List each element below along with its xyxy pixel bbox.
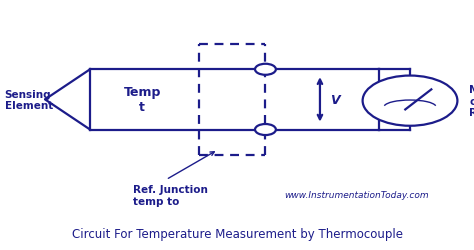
Text: Ref. Junction
temp to: Ref. Junction temp to bbox=[133, 184, 208, 206]
Circle shape bbox=[255, 124, 276, 136]
Circle shape bbox=[255, 64, 276, 76]
Text: Circuit For Temperature Measurement by Thermocouple: Circuit For Temperature Measurement by T… bbox=[72, 227, 402, 240]
Text: Sensing
Element: Sensing Element bbox=[5, 89, 53, 111]
Text: www.InstrumentationToday.com: www.InstrumentationToday.com bbox=[284, 190, 429, 200]
Text: V: V bbox=[330, 94, 340, 106]
Text: Temp
t: Temp t bbox=[124, 86, 161, 114]
Circle shape bbox=[363, 76, 457, 126]
Text: Meter
or
Recorder: Meter or Recorder bbox=[469, 85, 474, 118]
